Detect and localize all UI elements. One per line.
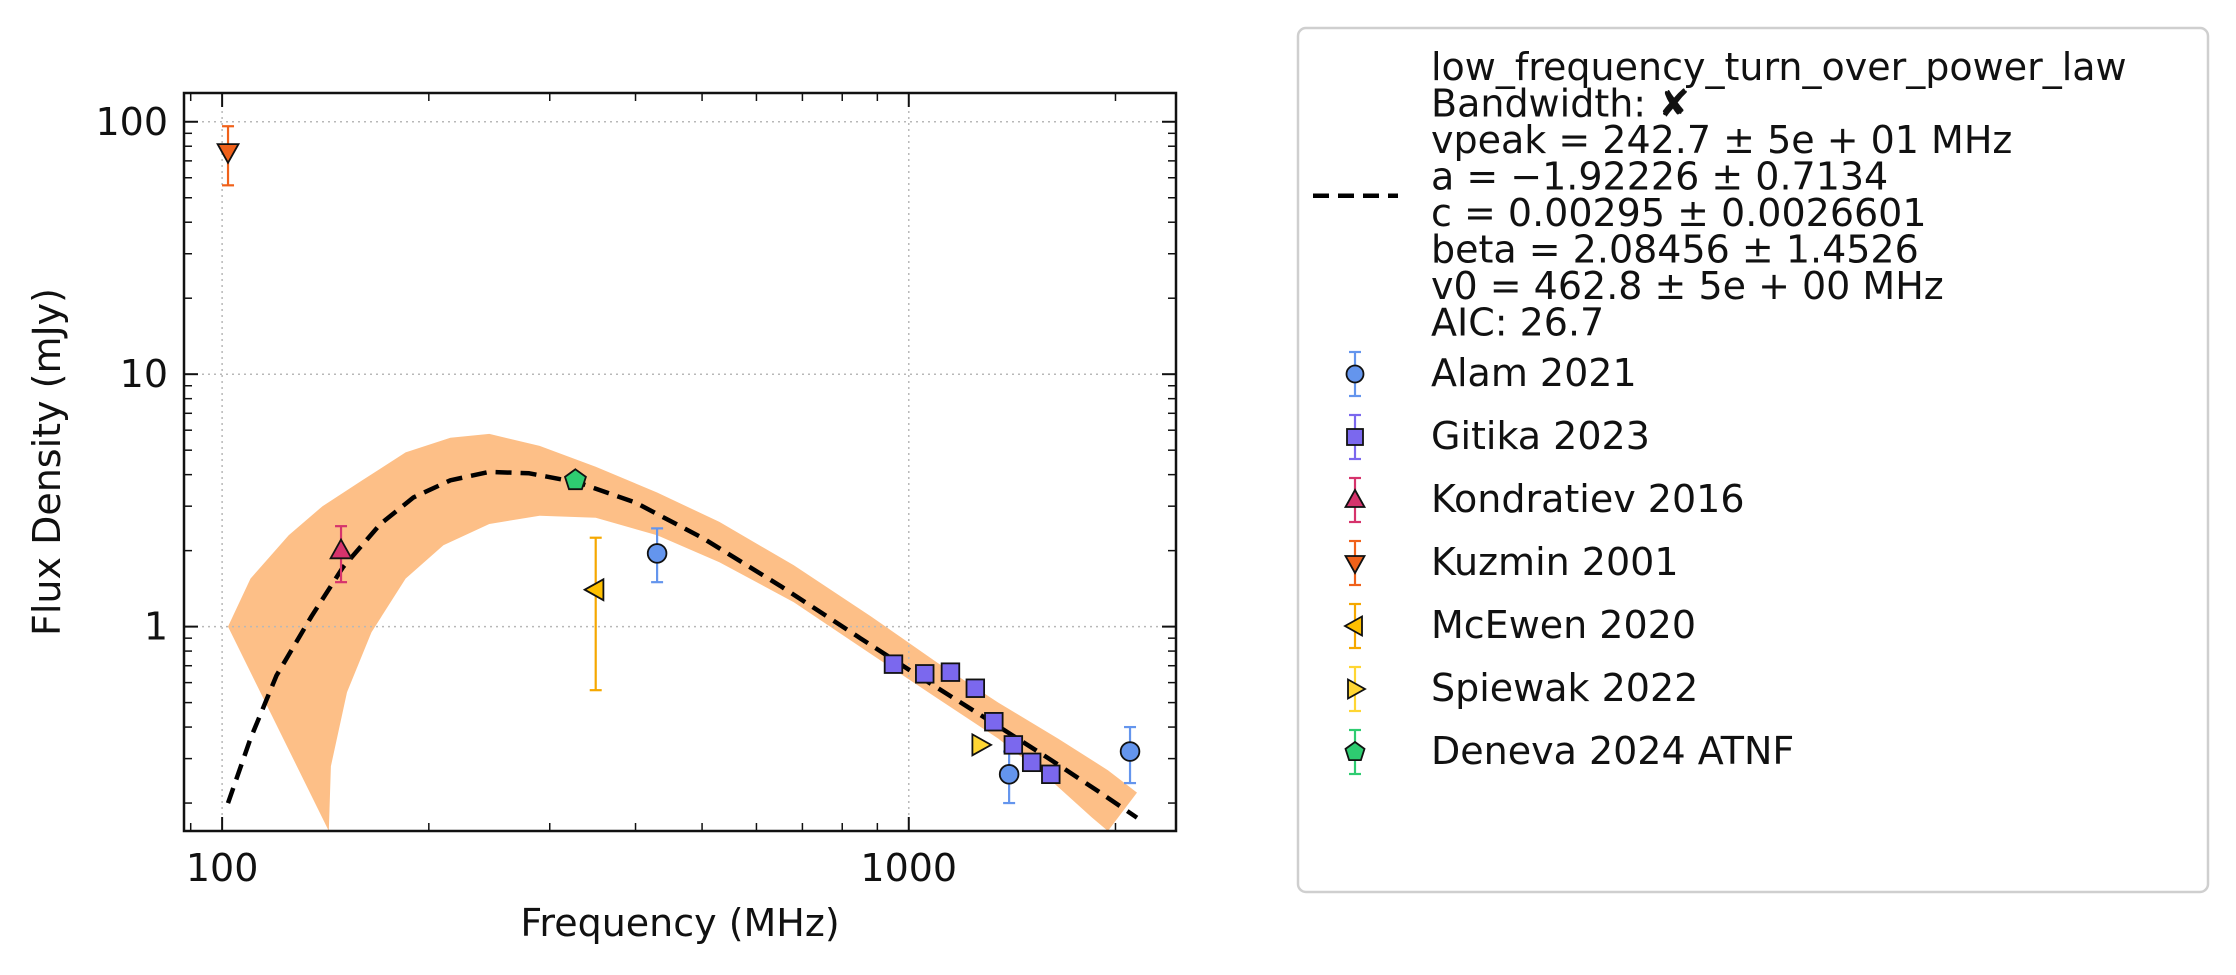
legend-entry-label: Gitika 2023 — [1431, 414, 1650, 458]
axes: 100 1000 1 10 100 — [95, 91, 1178, 890]
legend-entry: Deneva 2024 ATNF — [1344, 728, 1794, 776]
data-point-marker — [582, 577, 605, 602]
data-point-marker — [1041, 764, 1061, 784]
legend-marker — [1343, 555, 1367, 575]
x-axis-label: Frequency (MHz) — [520, 901, 839, 945]
data-points — [216, 125, 1141, 805]
legend-fit-text-line: v0 = 462.8 ± 5e + 00 MHz — [1431, 264, 1944, 308]
series-spiewak-2022 — [971, 732, 993, 757]
y-tick-label: 1 — [144, 605, 168, 649]
series-kuzmin-2001 — [216, 125, 241, 187]
data-point-marker — [940, 662, 961, 682]
legend-fit-text-line: a = −1.92226 ± 0.7134 — [1431, 155, 1888, 199]
legend-fit-text-line: vpeak = 242.7 ± 5e + 01 MHz — [1431, 118, 2012, 162]
series-mcewen-2020 — [582, 536, 605, 692]
data-point-marker — [965, 678, 986, 698]
legend-marker — [1343, 614, 1363, 638]
legend-entry: Kuzmin 2001 — [1343, 539, 1679, 587]
data-point-marker — [563, 468, 587, 491]
data-point-marker — [329, 537, 354, 560]
data-point-marker — [1021, 752, 1042, 773]
legend-entry: Alam 2021 — [1345, 350, 1637, 398]
legend-fit-text-line: beta = 2.08456 ± 1.4526 — [1431, 228, 1919, 272]
legend-entry-label: Alam 2021 — [1431, 351, 1637, 395]
data-point-marker — [1003, 735, 1024, 755]
legend-entry-label: Deneva 2024 ATNF — [1431, 729, 1794, 773]
legend-fit-text-line: Bandwidth: ✘ — [1431, 82, 1690, 126]
legend-entry-label: McEwen 2020 — [1431, 603, 1696, 647]
y-tick-label: 10 — [120, 352, 168, 396]
legend: low_frequency_turn_over_power_lawBandwid… — [1296, 26, 2210, 894]
fit-curve-line — [225, 469, 1139, 820]
data-point-marker — [915, 664, 935, 684]
data-point-marker — [971, 732, 993, 757]
data-point-marker — [646, 543, 668, 564]
plot-frame — [182, 91, 1178, 833]
data-point-marker — [984, 712, 1004, 732]
legend-marker — [1347, 677, 1367, 701]
legend-fit-text-line: AIC: 26.7 — [1431, 301, 1604, 345]
series-deneva-2024-atnf — [563, 468, 587, 491]
x-tick-label: 1000 — [860, 846, 957, 890]
fit-confidence-band — [228, 433, 1137, 831]
legend-entry: Kondratiev 2016 — [1343, 476, 1745, 524]
legend-fit-text-line: low_frequency_turn_over_power_law — [1431, 45, 2127, 89]
legend-entry-label: Spiewak 2022 — [1431, 666, 1698, 710]
legend-marker — [1346, 428, 1364, 446]
legend-entry: Spiewak 2022 — [1347, 665, 1698, 713]
legend-entry-label: Kondratiev 2016 — [1431, 477, 1745, 521]
data-point-marker — [1119, 741, 1141, 762]
series-kondratiev-2016 — [329, 525, 354, 584]
y-tick-label: 100 — [95, 100, 168, 144]
legend-box — [1296, 26, 2210, 894]
fit-band-area — [228, 433, 1137, 831]
data-point-marker — [216, 143, 241, 165]
legend-entry: McEwen 2020 — [1343, 602, 1696, 650]
legend-entry-label: Kuzmin 2001 — [1431, 540, 1679, 584]
legend-entry: Gitika 2023 — [1346, 413, 1650, 461]
y-axis-label: Flux Density (mJy) — [25, 288, 69, 636]
series-gitika-2023 — [883, 654, 1061, 784]
legend-marker — [1344, 740, 1366, 761]
legend-fit-text-line: c = 0.00295 ± 0.0026601 — [1431, 191, 1927, 235]
data-point-marker — [883, 654, 904, 674]
series-alam-2021 — [646, 527, 1141, 805]
data-point-error-bar — [589, 536, 602, 692]
x-tick-label: 100 — [186, 846, 259, 890]
legend-marker — [1343, 488, 1367, 508]
data-point-marker — [998, 764, 1020, 785]
legend-marker — [1345, 364, 1365, 384]
fit-curve — [225, 469, 1139, 820]
